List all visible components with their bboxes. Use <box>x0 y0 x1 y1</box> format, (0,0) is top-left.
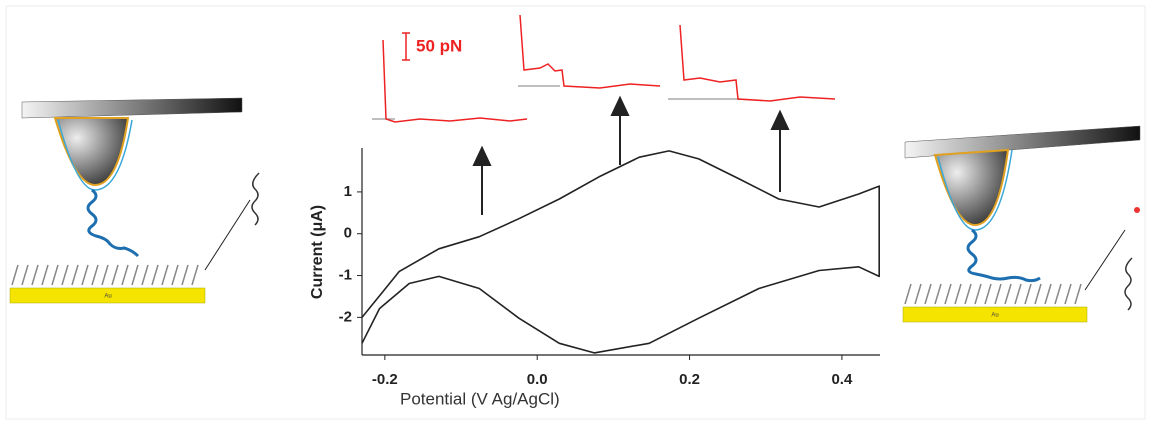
afm-illustration-left: Au <box>9 97 260 304</box>
y-tick-label: 0 <box>344 225 352 242</box>
cv-plot: Potential (V Ag/AgCl) Current (μA) -0.2 0… <box>309 148 880 408</box>
y-tick-label: -2 <box>339 308 352 325</box>
y-tick-label: -1 <box>339 267 352 284</box>
arrows <box>472 95 790 215</box>
force-insets: 50 pN <box>372 14 836 123</box>
electrode-label: Au <box>991 313 998 319</box>
y-axis-label: Current (μA) <box>309 205 326 299</box>
scale-bar-label: 50 pN <box>416 36 462 55</box>
cv-curve <box>361 150 880 354</box>
frame <box>5 5 1146 420</box>
x-tick-label: 0.0 <box>527 371 548 388</box>
x-tick-label: -0.2 <box>372 371 398 388</box>
x-axis-label: Potential (V Ag/AgCl) <box>400 389 560 408</box>
y-tick-label: 1 <box>344 183 352 200</box>
afm-illustration-right: Au <box>902 125 1141 323</box>
x-tick-label: 0.2 <box>679 371 700 388</box>
x-tick-label: 0.4 <box>831 371 853 388</box>
electrode-label: Au <box>104 294 111 300</box>
